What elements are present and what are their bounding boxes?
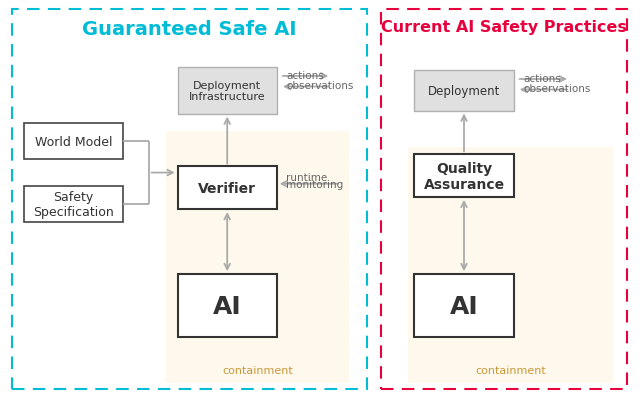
FancyBboxPatch shape [177,68,277,114]
Text: monitoring: monitoring [287,179,344,190]
Text: Deployment: Deployment [428,85,500,98]
Text: World Model: World Model [35,135,113,148]
Text: AI: AI [450,294,478,318]
Text: Deployment
Infrastructure: Deployment Infrastructure [189,80,266,102]
FancyBboxPatch shape [415,275,514,337]
FancyBboxPatch shape [415,71,514,111]
Bar [12,10,367,389]
Text: AI: AI [213,294,241,318]
Text: Current AI Safety Practices: Current AI Safety Practices [381,20,627,35]
Bar [381,10,627,389]
Text: Guaranteed Safe AI: Guaranteed Safe AI [82,20,296,39]
Text: runtime: runtime [287,173,328,183]
Bar [166,132,349,383]
FancyBboxPatch shape [415,155,514,198]
FancyBboxPatch shape [24,186,123,223]
Text: actions: actions [287,70,324,81]
Text: Verifier: Verifier [198,181,256,195]
FancyBboxPatch shape [177,275,277,337]
Text: containment: containment [476,365,546,375]
Text: containment: containment [222,365,293,375]
FancyBboxPatch shape [24,124,123,160]
Text: Quality
Assurance: Quality Assurance [424,161,504,191]
Bar [408,148,613,383]
Text: actions: actions [524,74,561,83]
FancyBboxPatch shape [177,167,277,210]
Text: observations: observations [524,84,591,94]
Text: observations: observations [287,81,354,91]
Text: Safety
Specification: Safety Specification [33,191,114,218]
